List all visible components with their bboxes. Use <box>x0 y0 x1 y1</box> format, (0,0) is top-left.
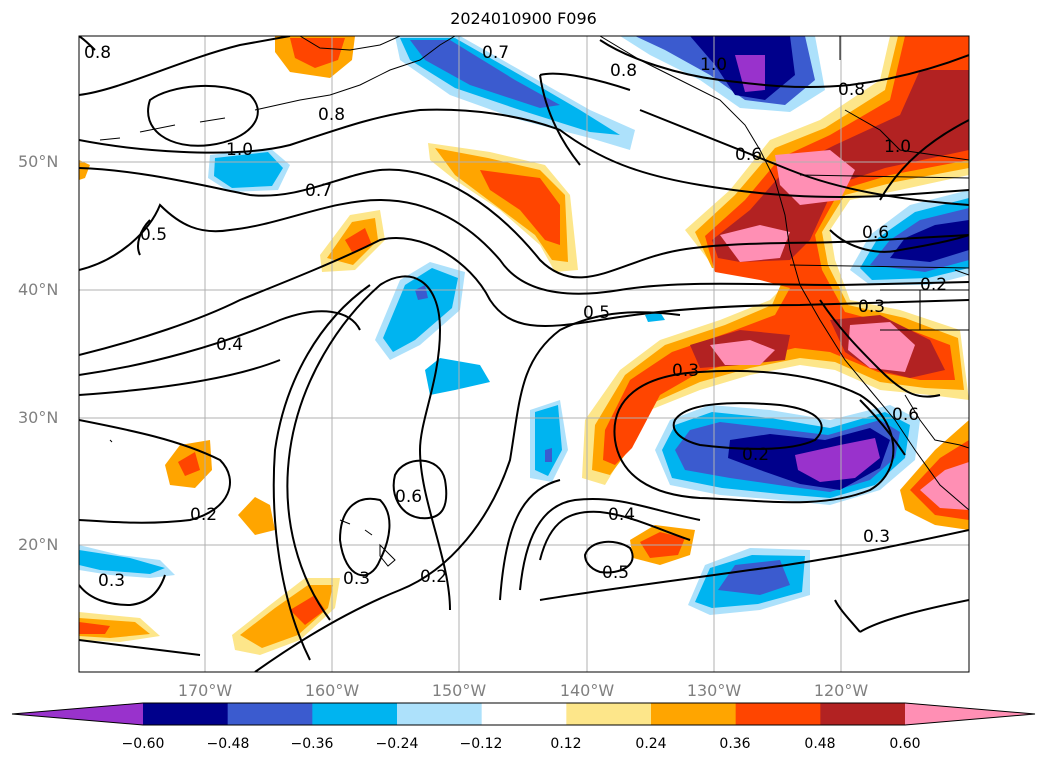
anomaly-shading <box>79 36 969 655</box>
colorbar-segment <box>397 703 483 725</box>
contour-label: 0.2 <box>190 505 217 525</box>
colorbar-segment <box>227 703 313 725</box>
colorbar-tick: 0.60 <box>889 736 921 752</box>
colorbar-tick: 0.48 <box>804 736 836 752</box>
contour-lines <box>79 36 969 672</box>
contour-label: 0.6 <box>735 145 762 165</box>
colorbar-segment <box>481 703 567 725</box>
contour-label: 0.3 <box>863 527 890 547</box>
colorbar-tick: 0.12 <box>550 736 582 752</box>
contour-label: 0.7 <box>305 181 332 201</box>
lon-label-170w: 170°W <box>177 681 233 700</box>
colorbar-extend-high <box>905 703 1035 725</box>
contour-label: 0.7 <box>482 43 509 63</box>
contour-label: 0.8 <box>610 61 637 81</box>
coastlines <box>99 36 969 567</box>
contour-label: 0.8 <box>838 80 865 100</box>
colorbar-segment <box>143 703 229 725</box>
colorbar-segment <box>312 703 398 725</box>
colorbar-tick: −0.48 <box>206 736 250 752</box>
contour-label: 0.4 <box>608 505 635 525</box>
contour-labels: 0.8 0.7 0.8 1.0 0.8 0.8 1.0 1.0 0.7 0.5 … <box>84 43 947 591</box>
lat-label-30n: 30°N <box>18 408 59 427</box>
contour-label: 1.0 <box>226 140 253 160</box>
map-panel: 0.8 0.7 0.8 1.0 0.8 0.8 1.0 1.0 0.7 0.5 … <box>78 35 970 673</box>
contour-label: 0.5 <box>602 563 629 583</box>
contour-label: 0.2 <box>920 275 947 295</box>
colorbar-extend-low <box>12 703 143 725</box>
colorbar-tick: −0.12 <box>459 736 503 752</box>
contour-label: 0.6 <box>862 223 889 243</box>
colorbar-tick: −0.36 <box>290 736 334 752</box>
contour-label: 0.4 <box>216 335 243 355</box>
lon-label-120w: 120°W <box>813 681 869 700</box>
contour-label: 0.3 <box>98 571 125 591</box>
contour-label: 0.3 <box>343 569 370 589</box>
lat-label-50n: 50°N <box>18 152 59 171</box>
colorbar-tick: −0.24 <box>375 736 419 752</box>
colorbar-tick: −0.60 <box>121 736 165 752</box>
lon-label-130w: 130°W <box>686 681 742 700</box>
contour-label: 0.5 <box>140 225 167 245</box>
colorbar-segment <box>651 703 737 725</box>
contour-label: 0.3 <box>858 297 885 317</box>
contour-label: 0.2 <box>420 567 447 587</box>
graticule <box>79 36 969 672</box>
lon-label-140w: 140°W <box>559 681 615 700</box>
map-title: 2024010900 F096 <box>450 9 597 28</box>
colorbar-tick: 0.24 <box>635 736 667 752</box>
contour-label: 0.2 <box>742 445 769 465</box>
contour-label: 0.3 <box>672 361 699 381</box>
colorbar-segment <box>566 703 652 725</box>
lat-label-40n: 40°N <box>18 280 59 299</box>
colorbar-segment <box>735 703 821 725</box>
contour-label: 0.8 <box>318 105 345 125</box>
colorbar-segment <box>820 703 906 725</box>
colorbar-tick: 0.36 <box>719 736 751 752</box>
contour-label: 1.0 <box>700 55 727 75</box>
contour-label: 0.8 <box>84 43 111 63</box>
colorbar-segments <box>12 703 1035 725</box>
lat-label-20n: 20°N <box>18 535 59 554</box>
contour-label: 0.5 <box>583 303 610 323</box>
contour-label: 0.6 <box>395 487 422 507</box>
lon-label-160w: 160°W <box>304 681 360 700</box>
contour-label: 1.0 <box>884 137 911 157</box>
lon-label-150w: 150°W <box>431 681 487 700</box>
contour-label: 0.6 <box>892 405 919 425</box>
